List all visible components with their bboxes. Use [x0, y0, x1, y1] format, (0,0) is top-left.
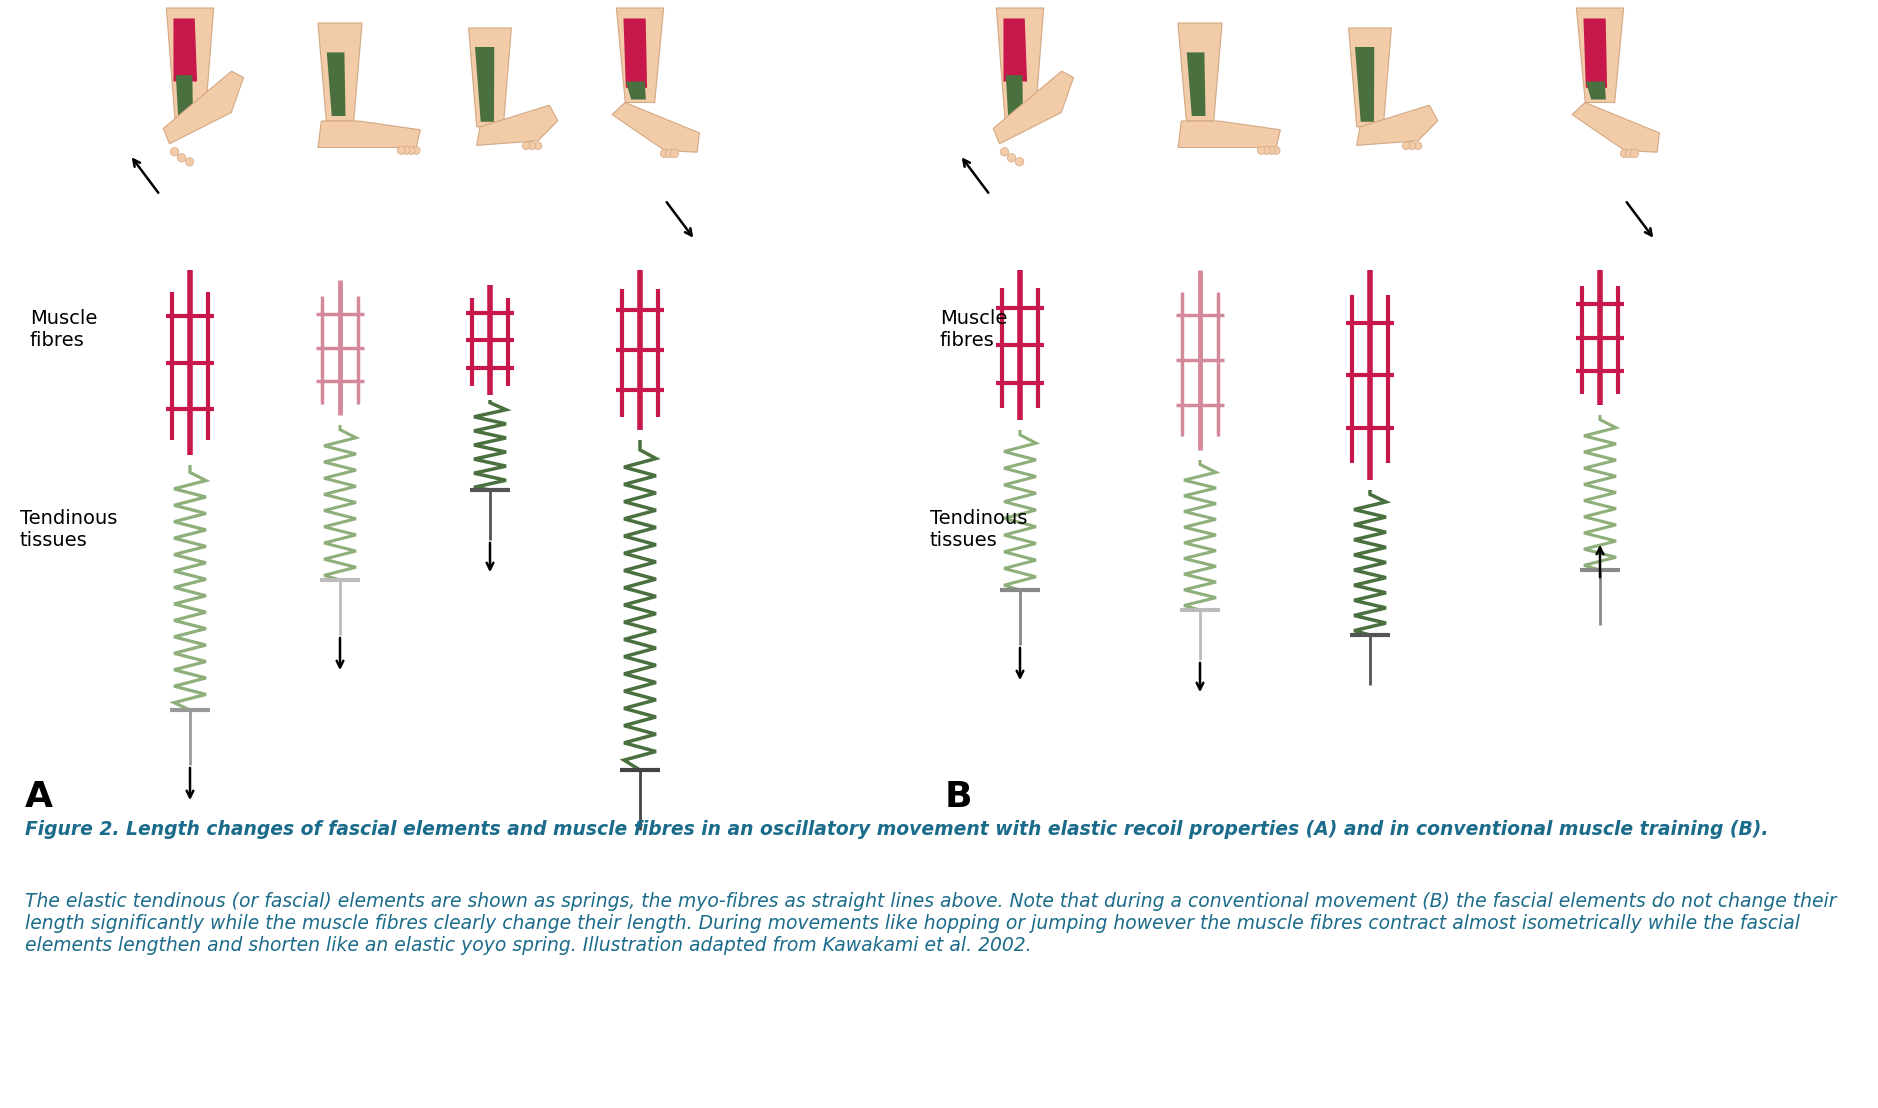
Circle shape — [670, 150, 678, 157]
Polygon shape — [612, 103, 699, 152]
Text: B: B — [945, 780, 973, 814]
Polygon shape — [1356, 47, 1375, 122]
Polygon shape — [1585, 82, 1606, 100]
Text: A: A — [24, 780, 53, 814]
Text: Figure 2. Length changes of fascial elements and muscle fibres in an oscillatory: Figure 2. Length changes of fascial elem… — [24, 820, 1769, 839]
Circle shape — [533, 142, 543, 150]
Circle shape — [661, 150, 669, 157]
Circle shape — [1268, 146, 1275, 154]
Circle shape — [1408, 142, 1416, 150]
Polygon shape — [616, 8, 663, 103]
Polygon shape — [1572, 103, 1660, 152]
Polygon shape — [470, 28, 511, 126]
Polygon shape — [625, 82, 646, 100]
Circle shape — [1624, 150, 1634, 157]
Polygon shape — [1178, 121, 1281, 147]
Circle shape — [398, 146, 406, 154]
Polygon shape — [1356, 105, 1439, 145]
Polygon shape — [997, 8, 1044, 123]
Circle shape — [1007, 154, 1016, 162]
Circle shape — [171, 147, 178, 156]
Text: Tendinous
tissues: Tendinous tissues — [930, 510, 1027, 551]
Polygon shape — [475, 47, 494, 122]
Polygon shape — [1187, 52, 1206, 116]
Polygon shape — [317, 23, 362, 121]
Polygon shape — [993, 71, 1074, 144]
Polygon shape — [177, 75, 193, 119]
Circle shape — [1271, 146, 1281, 154]
Circle shape — [186, 157, 193, 166]
Circle shape — [413, 146, 421, 154]
Circle shape — [528, 142, 535, 150]
Circle shape — [522, 142, 530, 150]
Polygon shape — [623, 19, 648, 88]
Circle shape — [177, 154, 186, 162]
Polygon shape — [163, 71, 244, 144]
Circle shape — [665, 150, 674, 157]
Text: Tendinous
tissues: Tendinous tissues — [21, 510, 116, 551]
Polygon shape — [1576, 8, 1624, 103]
Circle shape — [1621, 150, 1628, 157]
Polygon shape — [167, 8, 214, 123]
Circle shape — [1262, 146, 1270, 154]
Polygon shape — [173, 19, 197, 82]
Polygon shape — [1003, 19, 1027, 82]
Text: The elastic tendinous (or fascial) elements are shown as springs, the myo-fibres: The elastic tendinous (or fascial) eleme… — [24, 892, 1837, 955]
Polygon shape — [1007, 75, 1024, 119]
Polygon shape — [1178, 23, 1223, 121]
Circle shape — [1016, 157, 1024, 166]
Polygon shape — [1348, 28, 1392, 126]
Polygon shape — [317, 121, 421, 147]
Text: Muscle
fibres: Muscle fibres — [30, 309, 98, 350]
Text: Muscle
fibres: Muscle fibres — [941, 309, 1007, 350]
Circle shape — [402, 146, 409, 154]
Circle shape — [408, 146, 415, 154]
Polygon shape — [327, 52, 346, 116]
Circle shape — [1403, 142, 1410, 150]
Circle shape — [1256, 146, 1266, 154]
Polygon shape — [1583, 19, 1608, 88]
Circle shape — [1630, 150, 1639, 157]
Circle shape — [1001, 147, 1008, 156]
Circle shape — [1414, 142, 1422, 150]
Polygon shape — [477, 105, 558, 145]
